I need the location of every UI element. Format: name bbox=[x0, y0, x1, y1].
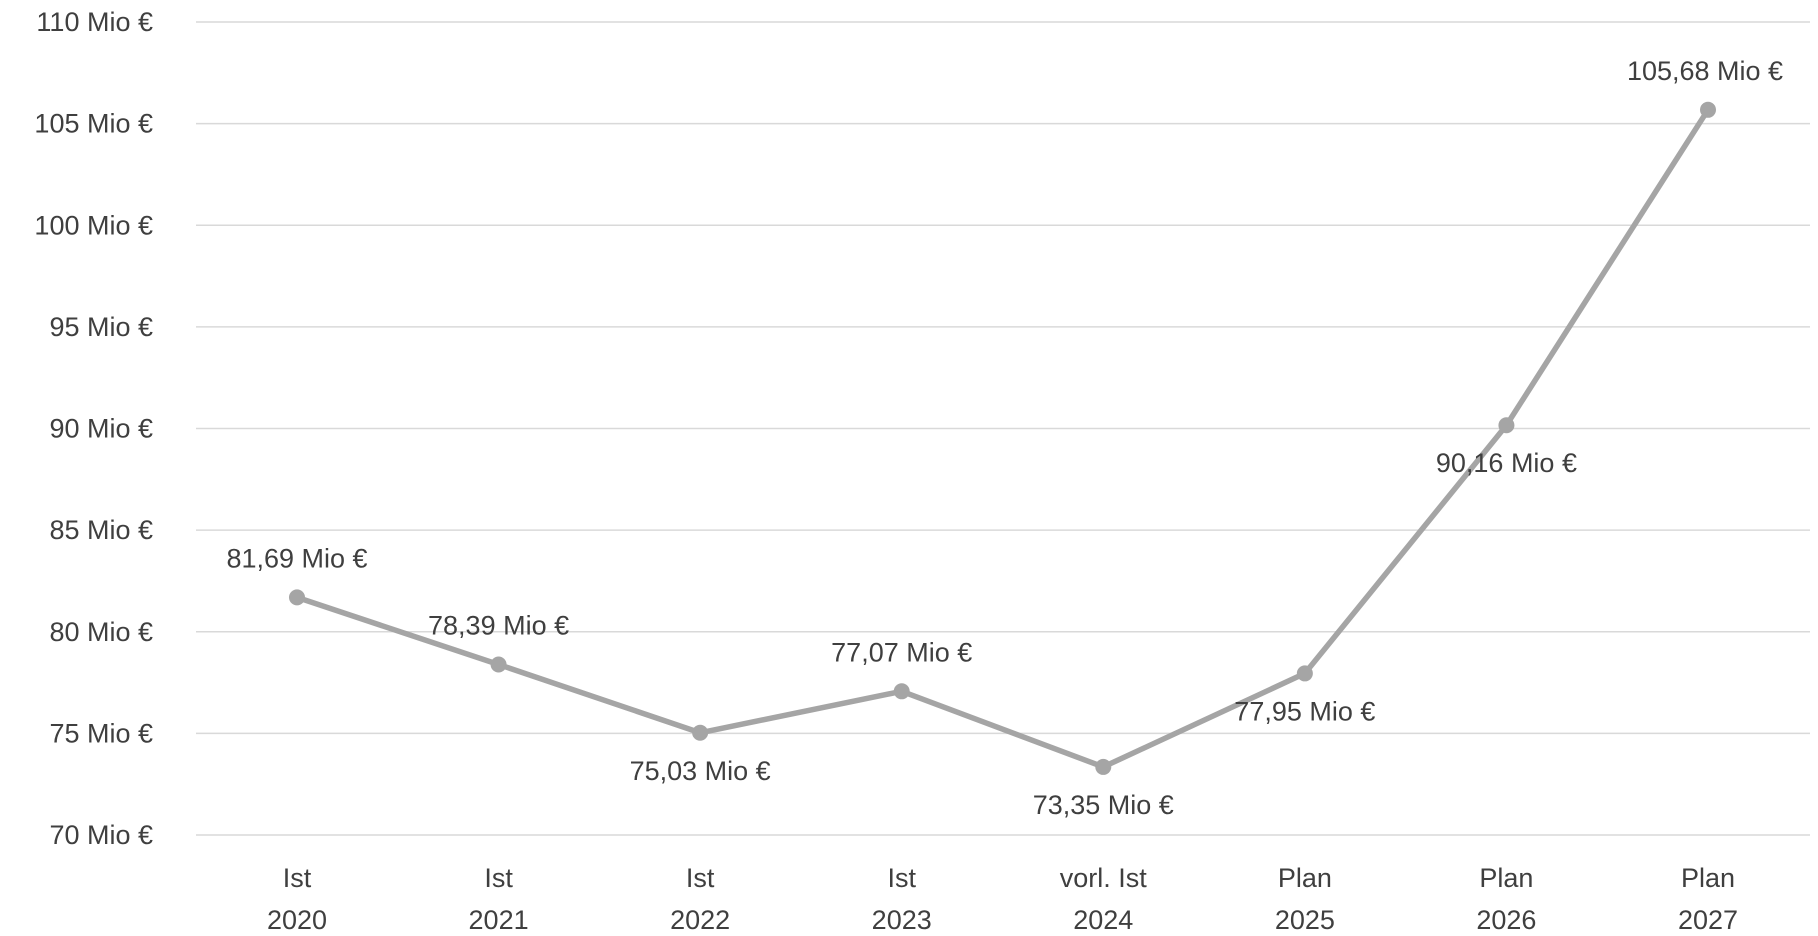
x-tick-label-line: 2027 bbox=[1678, 905, 1738, 935]
x-tick-label-line: 2024 bbox=[1073, 905, 1133, 935]
data-point bbox=[1095, 758, 1112, 775]
data-point bbox=[692, 724, 709, 741]
y-tick-label: 95 Mio € bbox=[49, 312, 153, 342]
x-tick-label-line: Ist bbox=[887, 863, 916, 893]
x-tick-label: Ist 2020 bbox=[267, 863, 327, 935]
x-tick-label: vorl. Ist 2024 bbox=[1060, 863, 1148, 935]
x-axis-tick-labels: Ist 2020 Ist 2021 Ist 2022 Ist 2023 vorl. Ist 202… bbox=[267, 863, 1738, 935]
x-tick-label-line: 2020 bbox=[267, 905, 327, 935]
y-tick-label: 110 Mio € bbox=[36, 7, 153, 37]
y-tick-label: 75 Mio € bbox=[49, 718, 153, 748]
y-tick-label: 70 Mio € bbox=[49, 820, 153, 850]
x-tick-label-line: 2026 bbox=[1476, 905, 1536, 935]
x-tick-label: Plan 2025 bbox=[1275, 863, 1335, 935]
data-point bbox=[1296, 665, 1313, 682]
data-label: 81,69 Mio € bbox=[226, 543, 367, 573]
y-tick-label: 105 Mio € bbox=[34, 109, 153, 139]
series-line bbox=[294, 107, 1711, 770]
data-label: 78,39 Mio € bbox=[428, 610, 569, 640]
data-label: 105,68 Mio € bbox=[1627, 56, 1783, 86]
y-tick-label: 100 Mio € bbox=[34, 210, 153, 240]
data-label: 77,07 Mio € bbox=[831, 637, 972, 667]
y-tick-label: 90 Mio € bbox=[49, 414, 153, 444]
y-axis-tick-labels: 70 Mio € 75 Mio € 80 Mio € 85 Mio € 90 Mio €… bbox=[34, 7, 153, 850]
x-tick-label: Plan 2026 bbox=[1476, 863, 1536, 935]
x-tick-label-line: Plan bbox=[1681, 863, 1735, 893]
x-tick-label-line: 2025 bbox=[1275, 905, 1335, 935]
x-tick-label-line: Ist bbox=[686, 863, 715, 893]
data-point bbox=[893, 683, 910, 700]
x-tick-label: Plan 2027 bbox=[1678, 863, 1738, 935]
x-tick-label: Ist 2022 bbox=[670, 863, 730, 935]
x-tick-label-line: Plan bbox=[1278, 863, 1332, 893]
x-tick-label: Ist 2023 bbox=[872, 863, 932, 935]
data-point bbox=[490, 656, 507, 673]
gridlines bbox=[196, 21, 1810, 836]
x-tick-label-line: 2023 bbox=[872, 905, 932, 935]
data-point bbox=[1498, 417, 1515, 434]
data-point bbox=[289, 589, 305, 606]
x-tick-label-line: Ist bbox=[283, 863, 312, 893]
data-label: 77,95 Mio € bbox=[1234, 696, 1375, 726]
data-labels: 81,69 Mio € 78,39 Mio € 75,03 Mio € 77,07 M… bbox=[226, 56, 1783, 820]
data-label: 73,35 Mio € bbox=[1033, 790, 1174, 820]
x-tick-label-line: 2022 bbox=[670, 905, 730, 935]
data-label: 90,16 Mio € bbox=[1436, 448, 1577, 478]
series-total bbox=[289, 101, 1716, 775]
x-tick-label-line: Plan bbox=[1479, 863, 1533, 893]
x-tick-label-line: Ist bbox=[484, 863, 513, 893]
x-tick-label-line: vorl. Ist bbox=[1060, 863, 1148, 893]
x-tick-label: Ist 2021 bbox=[469, 863, 529, 935]
data-label: 75,03 Mio € bbox=[630, 756, 771, 786]
data-point bbox=[1700, 101, 1716, 118]
y-tick-label: 85 Mio € bbox=[49, 515, 153, 545]
x-tick-label-line: 2021 bbox=[469, 905, 529, 935]
y-tick-label: 80 Mio € bbox=[49, 617, 153, 647]
